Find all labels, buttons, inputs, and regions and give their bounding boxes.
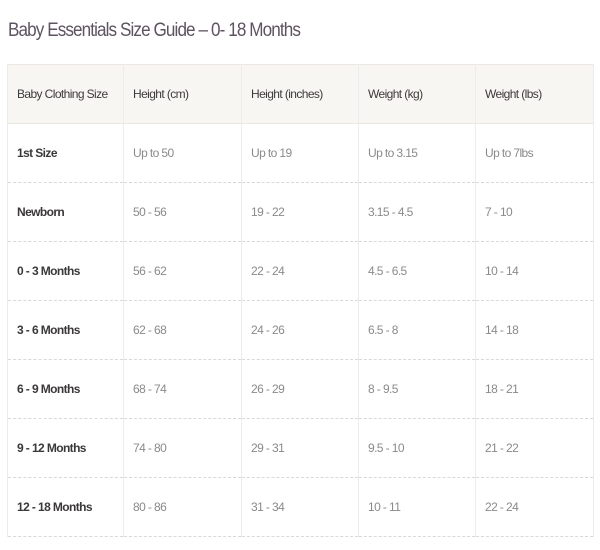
size-label-cell: 0 - 3 Months [7,241,124,301]
size-label-cell: 6 - 9 Months [7,359,124,419]
table-row: 6 - 9 Months 68 - 74 26 - 29 8 - 9.5 18 - 21 [7,359,594,419]
table-cell: 3.15 - 4.5 [358,182,476,242]
table-cell: 74 - 80 [123,418,242,478]
table-row: 3 - 6 Months 62 - 68 24 - 26 6.5 - 8 14 - 18 [7,300,594,360]
table-cell: 10 - 11 [358,477,476,537]
table-cell: 22 - 24 [241,241,359,301]
table-cell: 19 - 22 [241,182,359,242]
table-cell: 56 - 62 [123,241,242,301]
table-cell: Up to 7lbs [475,123,594,183]
table-cell: Up to 3.15 [358,123,476,183]
table-cell: 62 - 68 [123,300,242,360]
size-label-cell: 3 - 6 Months [7,300,124,360]
header-cell: Baby Clothing Size [7,64,124,124]
table-cell: Up to 19 [241,123,359,183]
size-guide-table: Baby Clothing Size Height (cm) Height (i… [7,64,594,537]
table-cell: 21 - 22 [475,418,594,478]
table-cell: 18 - 21 [475,359,594,419]
table-cell: 29 - 31 [241,418,359,478]
table-cell: 50 - 56 [123,182,242,242]
table-cell: 4.5 - 6.5 [358,241,476,301]
header-cell: Weight (kg) [358,64,476,124]
table-cell: 6.5 - 8 [358,300,476,360]
table-cell: 24 - 26 [241,300,359,360]
size-label-cell: 12 - 18 Months [7,477,124,537]
table-cell: 14 - 18 [475,300,594,360]
table-cell: 31 - 34 [241,477,359,537]
table-row: 9 - 12 Months 74 - 80 29 - 31 9.5 - 10 21 - … [7,418,594,478]
table-row: 1st Size Up to 50 Up to 19 Up to 3.15 Up to … [7,123,594,183]
table-cell: 9.5 - 10 [358,418,476,478]
size-label-cell: Newborn [7,182,124,242]
size-label-cell: 9 - 12 Months [7,418,124,478]
table-cell: 80 - 86 [123,477,242,537]
header-cell: Weight (lbs) [475,64,594,124]
table-cell: Up to 50 [123,123,242,183]
table-cell: 26 - 29 [241,359,359,419]
table-cell: 7 - 10 [475,182,594,242]
table-row: Newborn 50 - 56 19 - 22 3.15 - 4.5 7 - 10 [7,182,594,242]
table-row: 0 - 3 Months 56 - 62 22 - 24 4.5 - 6.5 10 - … [7,241,594,301]
size-label-cell: 1st Size [7,123,124,183]
table-cell: 8 - 9.5 [358,359,476,419]
header-cell: Height (cm) [123,64,242,124]
table-cell: 10 - 14 [475,241,594,301]
table-header-row: Baby Clothing Size Height (cm) Height (i… [7,64,594,124]
header-cell: Height (inches) [241,64,359,124]
table-cell: 68 - 74 [123,359,242,419]
page-title: Baby Essentials Size Guide – 0- 18 Month… [8,20,301,41]
table-cell: 22 - 24 [475,477,594,537]
table-row: 12 - 18 Months 80 - 86 31 - 34 10 - 11 22 - … [7,477,594,537]
